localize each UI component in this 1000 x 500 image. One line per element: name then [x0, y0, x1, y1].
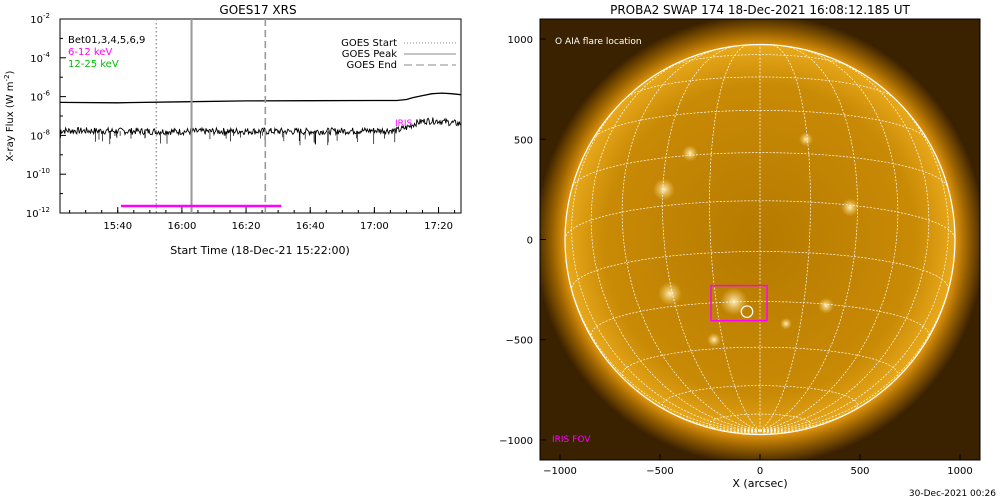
longitude-line [621, 48, 761, 431]
swap-chart-title: PROBA2 SWAP 174 18-Dec-2021 16:08:12.185… [610, 3, 910, 17]
longitude-line [571, 84, 761, 431]
goes-x-tick-label: 16:40 [296, 221, 325, 232]
goes-series-layer [60, 92, 461, 146]
longitude-line [590, 56, 761, 431]
goes-y-tick-label: 10-10 [26, 167, 50, 181]
longitude-line [759, 48, 899, 431]
goes-plot-frame [59, 18, 462, 214]
goes-y-label-exp: -2 [3, 74, 11, 81]
active-region [841, 198, 859, 217]
iris-label: IRIS [395, 119, 413, 129]
longitude-line [759, 430, 781, 434]
active-regions [653, 132, 859, 347]
longitude-line [759, 45, 858, 431]
footer-timestamp: 30-Dec-2021 00:26 [909, 489, 996, 499]
goes-y-label-main: X-ray Flux (W m [5, 81, 16, 161]
swap-y-tick-label: −1000 [499, 436, 533, 447]
goes-x-tick-label: 17:20 [424, 221, 453, 232]
longitude-line [759, 56, 930, 431]
goes-y-label-close: ) [5, 70, 16, 74]
latitude-line [662, 385, 858, 412]
goes-y-tick-label: 10-4 [30, 51, 50, 65]
goes-x-tick-label: 16:00 [167, 221, 196, 232]
goes-y-axis: 10-12 10-10 10-8 10-6 10-4 10-2 [26, 12, 66, 220]
legend-solid-label: GOES Peak [342, 49, 397, 60]
longitude-line [759, 430, 796, 433]
legend-dotted-label: GOES Start [341, 38, 397, 49]
swap-x-tick-label: 500 [850, 466, 869, 477]
legend-entry-1: Bet01,3,4,5,6,9 [68, 35, 145, 46]
swap-x-axis: −1000 −500 0 500 1000 [543, 454, 973, 477]
swap-image-chart: PROBA2 SWAP 174 18-Dec-2021 16:08:12.185… [499, 3, 981, 490]
goes-y-tick-label: 10-6 [30, 90, 50, 104]
goes-x-axis-label: Start Time (18-Dec-21 15:22:00) [170, 244, 350, 257]
goes-xrs-chart: GOES17 XRS 10-12 10-10 10-8 10-6 10-4 10-2 15… [3, 3, 462, 257]
latitude-line [621, 346, 899, 380]
goes-event-markers [120, 19, 282, 213]
swap-y-tick-label: −500 [506, 336, 533, 347]
aia-flare-circle [740, 305, 754, 319]
active-region [653, 178, 675, 201]
active-region [780, 317, 792, 330]
swap-y-tick-label: 0 [527, 236, 533, 247]
swap-x-tick-label: −1000 [543, 466, 577, 477]
goes-series-upper [60, 92, 461, 104]
active-region [658, 281, 682, 306]
swap-x-axis-label: X (arcsec) [732, 477, 787, 490]
swap-y-tick-label: 500 [514, 135, 533, 146]
swap-x-tick-label: 1000 [947, 466, 972, 477]
goes-y-tick-label: 10-12 [26, 206, 50, 220]
longitude-line [662, 45, 761, 431]
active-region [707, 332, 721, 347]
goes-y-tick-label: 10-2 [30, 12, 50, 26]
aia-legend: O AIA flare location [555, 37, 642, 47]
longitude-line [709, 44, 761, 431]
longitude-line [724, 430, 761, 433]
goes-y-tick-label: 10-8 [30, 128, 50, 142]
longitude-line [759, 44, 811, 431]
iris-fov-box [710, 284, 768, 322]
goes-chart-title: GOES17 XRS [219, 3, 296, 17]
goes-y-axis-label: X-ray Flux (W m-2) [3, 70, 16, 161]
swap-x-tick-label: −500 [646, 466, 673, 477]
goes-x-tick-label: 16:20 [232, 221, 261, 232]
active-region [682, 145, 698, 162]
swap-y-axis: −1000 −500 0 500 1000 [499, 35, 546, 447]
legend-entry-3: 12-25 keV [68, 59, 119, 70]
longitude-line [759, 84, 949, 431]
swap-y-tick-label: 1000 [508, 35, 533, 46]
longitude-line [739, 430, 761, 434]
heliographic-grid [564, 43, 956, 436]
latitude-line [564, 200, 956, 240]
active-region [799, 132, 813, 147]
swap-x-tick-label: 0 [757, 466, 763, 477]
solar-limb [564, 43, 956, 436]
goes-x-axis: 15:40 16:00 16:20 16:40 17:00 17:20 [69, 207, 456, 232]
active-region [818, 297, 834, 314]
legend-entry-2: 6-12 keV [68, 47, 112, 58]
goes-x-tick-label: 17:00 [360, 221, 389, 232]
legend-dashed-label: GOES End [347, 60, 397, 71]
goes-x-tick-label: 15:40 [103, 221, 132, 232]
iris-fov-label: IRIS FOV [552, 435, 591, 445]
